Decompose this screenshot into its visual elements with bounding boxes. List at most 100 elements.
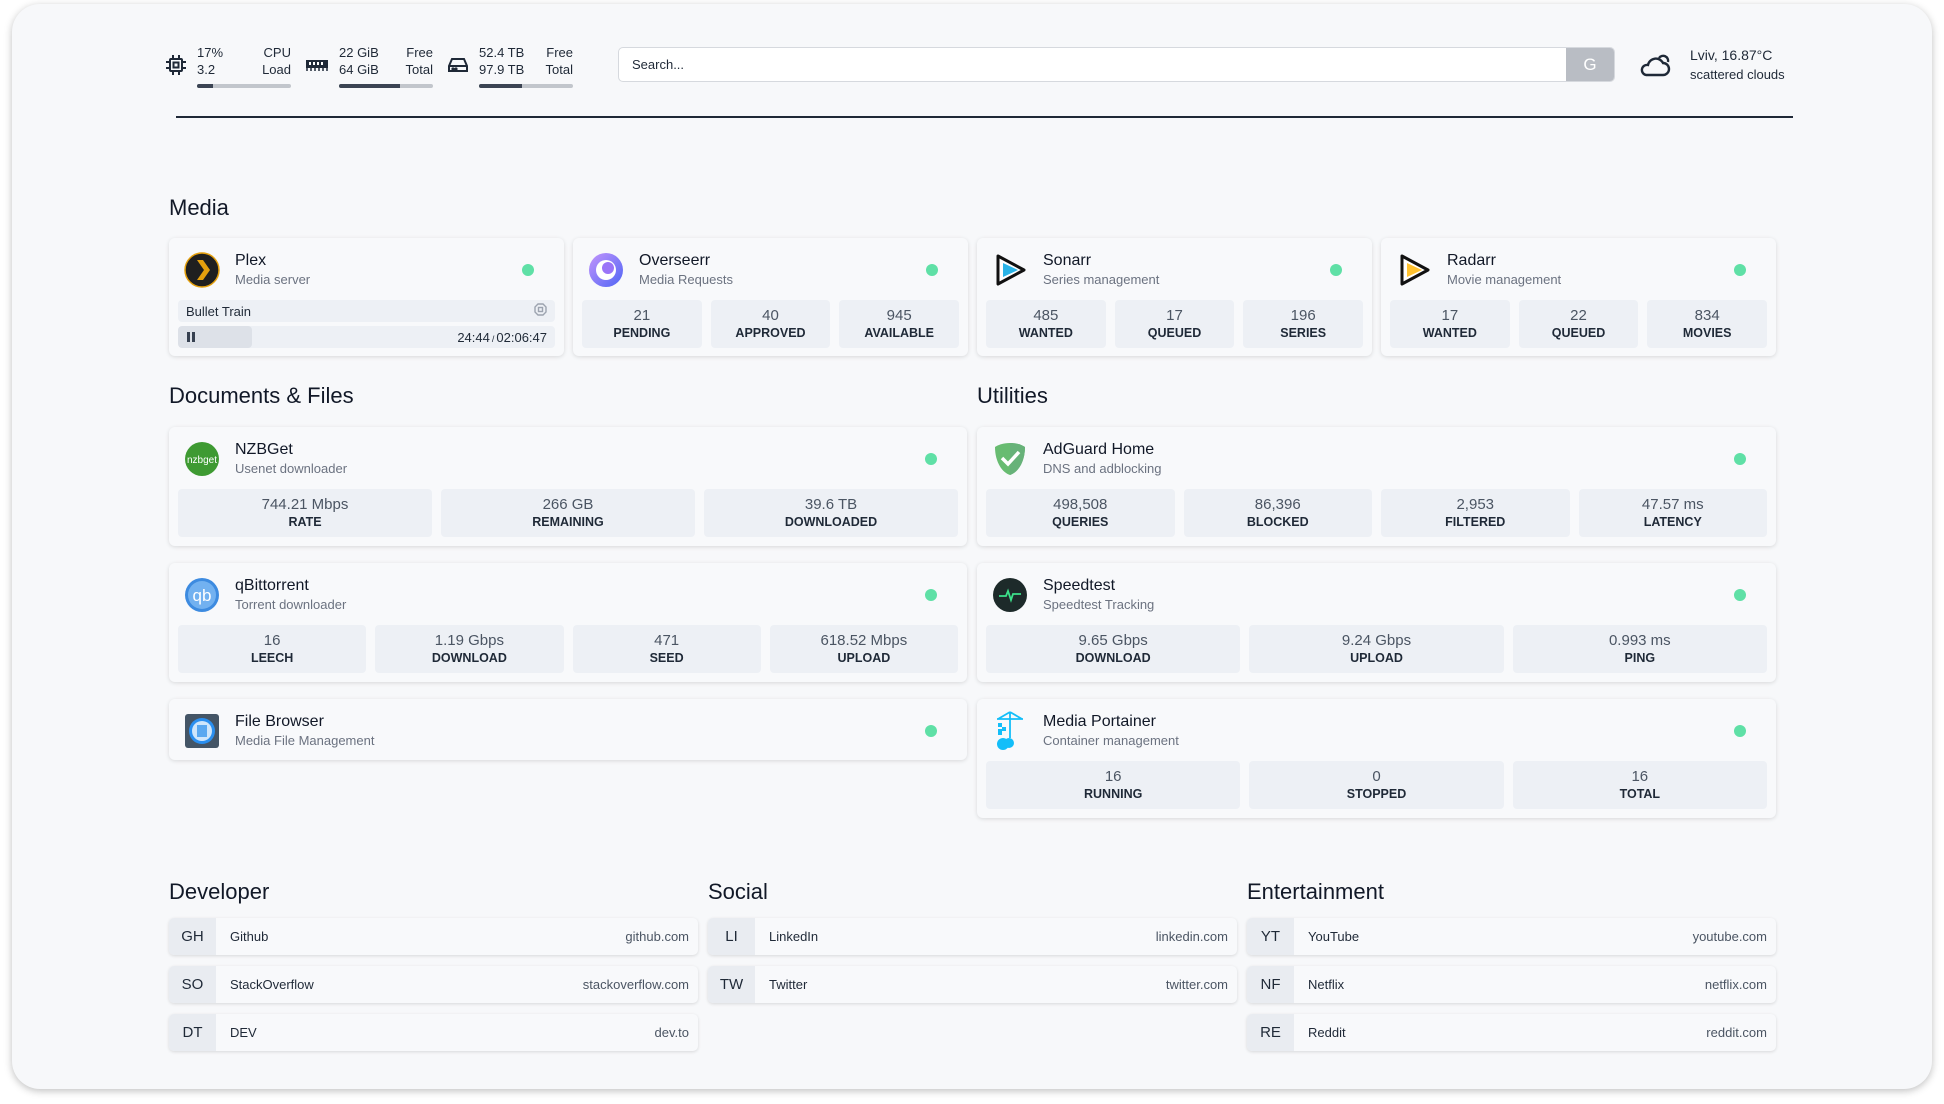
stat-latency: 47.57 ms LATENCY: [1578, 489, 1767, 537]
status-indicator: [925, 589, 937, 601]
stream-info-icon[interactable]: [534, 303, 547, 319]
service-titles: qBittorrent Torrent downloader: [235, 576, 925, 614]
service-stats: 21 PENDING 40 APPROVED 945 AVAILABLE: [582, 300, 960, 348]
bookmark-github[interactable]: GH Github github.com: [169, 918, 698, 955]
stat-label: FILTERED: [1445, 515, 1506, 529]
section-heading-media: Media: [169, 195, 229, 220]
cpu-usage-fill: [197, 84, 213, 88]
pause-icon[interactable]: [187, 330, 195, 345]
stat-value: 9.24 Gbps: [1341, 632, 1412, 649]
search-bar: G: [618, 47, 1615, 82]
service-titles: Overseerr Media Requests: [639, 251, 926, 289]
service-card-nzbget[interactable]: nzbget NZBGet Usenet downloader 744.21 Mbps…: [169, 427, 967, 546]
service-description: DNS and adblocking: [1043, 461, 1162, 476]
memory-usage-fill: [339, 84, 401, 88]
service-description: Media File Management: [235, 733, 375, 748]
service-header: Plex Media server: [183, 250, 550, 290]
now-playing-title-row: Bullet Train: [178, 300, 555, 322]
disk-usage-bar: [479, 84, 573, 88]
stat-seed: 471 SEED: [572, 625, 761, 673]
status-indicator: [1734, 589, 1746, 601]
stat-label: SERIES: [1280, 326, 1327, 340]
stat-label: SEED: [649, 651, 684, 665]
bookmark-dev[interactable]: DT DEV dev.to: [169, 1014, 698, 1051]
service-card-qbittorrent[interactable]: qb qBittorrent Torrent downloader 16 LEECH 1.…: [169, 563, 967, 682]
bookmark-group-developer: Developer: [169, 879, 270, 904]
memory-icon: [306, 60, 328, 71]
stat-label: DOWNLOAD: [1075, 651, 1151, 665]
stat-label: QUERIES: [1052, 515, 1109, 529]
stat-queued: 22 QUEUED: [1518, 300, 1639, 348]
memory-total-label: Total: [405, 62, 433, 77]
service-card-radarr[interactable]: Radarr Movie management 17 WANTED 22 QUEUED 83…: [1381, 238, 1776, 356]
stat-wanted: 17 WANTED: [1390, 300, 1510, 348]
stat-rate: 744.21 Mbps RATE: [178, 489, 432, 537]
playback-time: 24:44/02:06:47: [457, 330, 547, 345]
status-indicator: [1734, 453, 1746, 465]
stat-value: 0.993 ms: [1608, 632, 1671, 649]
stat-pending: 21 PENDING: [582, 300, 702, 348]
bookmark-name: Twitter: [769, 977, 808, 992]
service-description: Media server: [235, 272, 311, 287]
stat-filtered: 2,953 FILTERED: [1381, 489, 1570, 537]
stat-download: 9.65 Gbps DOWNLOAD: [986, 625, 1241, 673]
bookmark-url: youtube.com: [1692, 929, 1767, 944]
stat-value: 86,396: [1254, 496, 1301, 513]
stat-label: PENDING: [613, 326, 671, 340]
search-provider-button[interactable]: G: [1566, 48, 1614, 81]
bookmark-youtube[interactable]: YT YouTube youtube.com: [1247, 918, 1776, 955]
qbittorrent-icon: qb: [183, 576, 221, 614]
bookmark-url: reddit.com: [1706, 1025, 1767, 1040]
service-header: nzbget NZBGet Usenet downloader: [183, 439, 953, 479]
service-card-media-portainer[interactable]: Media Portainer Container management 16 RUN…: [977, 699, 1776, 818]
stat-download: 1.19 Gbps DOWNLOAD: [375, 625, 564, 673]
section-heading-documents: Documents & Files: [169, 383, 354, 408]
bookmark-name: Netflix: [1308, 977, 1345, 992]
bookmark-reddit[interactable]: RE Reddit reddit.com: [1247, 1014, 1776, 1051]
stat-label: STOPPED: [1346, 787, 1407, 801]
playback-progress[interactable]: 24:44/02:06:47: [178, 326, 555, 348]
cpu-usage-bar: [197, 84, 291, 88]
stat-value: 17: [1166, 307, 1183, 324]
bookmark-name: YouTube: [1308, 929, 1360, 944]
stat-value: 618.52 Mbps: [820, 632, 908, 649]
total-time: 02:06:47: [496, 329, 547, 345]
bookmark-stackoverflow[interactable]: SO StackOverflow stackoverflow.com: [169, 966, 698, 1003]
weather-widget[interactable]: Lviv, 16.87°C scattered clouds: [1638, 46, 1785, 84]
service-card-adguard-home[interactable]: AdGuard Home DNS and adblocking 498,508 QUE…: [977, 427, 1776, 546]
service-card-file-browser[interactable]: File Browser Media File Management: [169, 699, 967, 760]
stat-value: 834: [1694, 307, 1720, 324]
stat-value: 40: [762, 307, 779, 324]
speedtest-icon: [991, 576, 1029, 614]
cpu-label: CPU: [263, 45, 291, 60]
portainer-icon: [991, 711, 1029, 750]
search-input[interactable]: [619, 57, 1566, 72]
service-card-overseerr[interactable]: Overseerr Media Requests 21 PENDING 40 APPROV…: [573, 238, 968, 356]
sonarr-icon: [991, 251, 1029, 289]
bookmark-abbr: RE: [1247, 1014, 1294, 1051]
service-stats: 16 RUNNING 0 STOPPED 16 TOTAL: [986, 761, 1767, 809]
time-separator: /: [491, 333, 495, 344]
stat-value: 2,953: [1456, 496, 1495, 513]
service-stats: 744.21 Mbps RATE 266 GB REMAINING 39.6 TB DOW…: [178, 489, 958, 537]
service-name: Plex: [235, 252, 267, 269]
service-name: Radarr: [1447, 252, 1496, 269]
weather-description: scattered clouds: [1690, 67, 1785, 82]
service-card-plex[interactable]: Plex Media server Bullet Train 24:44/02:06:…: [169, 238, 564, 356]
status-indicator: [925, 725, 937, 737]
bookmark-linkedin[interactable]: LI LinkedIn linkedin.com: [708, 918, 1237, 955]
service-card-sonarr[interactable]: Sonarr Series management 485 WANTED 17 QUEUED…: [977, 238, 1372, 356]
stat-label: RATE: [288, 515, 322, 529]
bookmark-netflix[interactable]: NF Netflix netflix.com: [1247, 966, 1776, 1003]
bookmark-twitter[interactable]: TW Twitter twitter.com: [708, 966, 1237, 1003]
bookmark-url: twitter.com: [1165, 977, 1228, 992]
stat-value: 17: [1441, 307, 1459, 324]
dashboard-window: 17% CPU 3.2 Load 22 GiB Free 64 GiB Total 52…: [12, 4, 1932, 1089]
service-titles: Radarr Movie management: [1447, 251, 1734, 289]
stat-label: MOVIES: [1682, 326, 1732, 340]
service-name: AdGuard Home: [1043, 441, 1155, 458]
service-card-speedtest[interactable]: Speedtest Speedtest Tracking 9.65 Gbps DOWN…: [977, 563, 1776, 682]
stat-label: BLOCKED: [1246, 515, 1309, 529]
service-description: Speedtest Tracking: [1043, 597, 1155, 612]
status-indicator: [1734, 264, 1746, 276]
